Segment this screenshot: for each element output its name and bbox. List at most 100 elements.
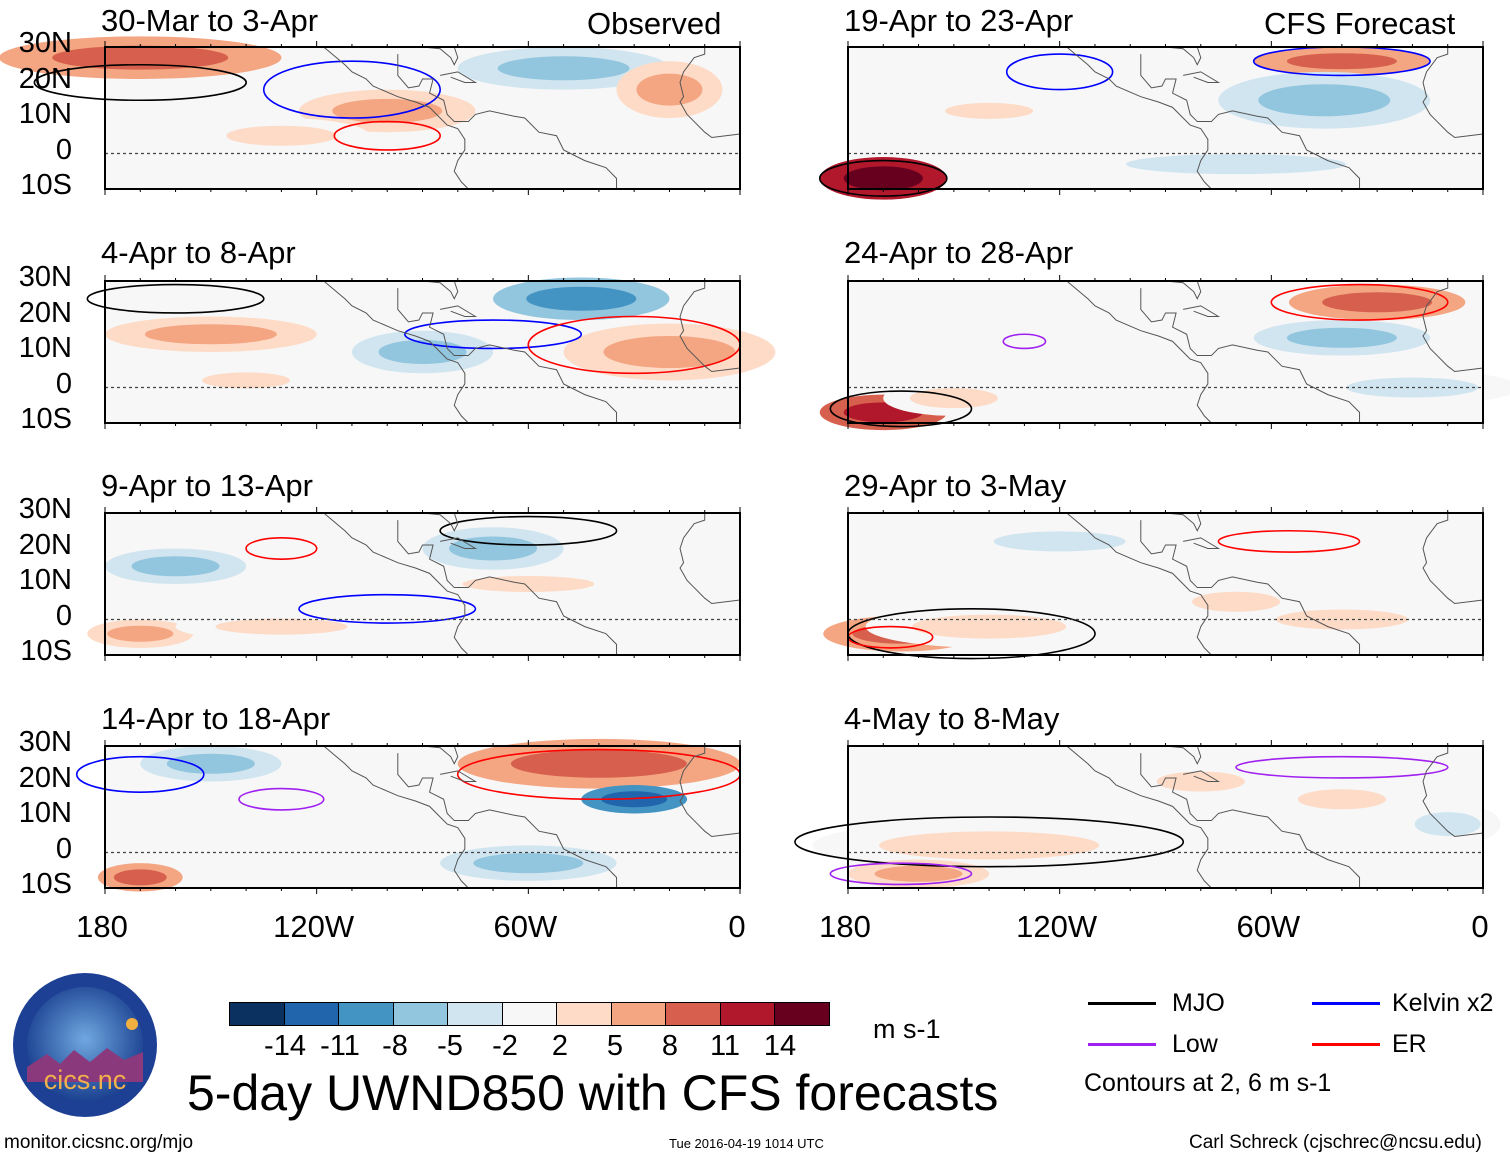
anomaly-shading — [422, 527, 564, 570]
coastline — [323, 46, 469, 190]
anomaly-shading — [1271, 781, 1413, 817]
lat-label: 0 — [55, 599, 72, 632]
contour-line — [818, 159, 948, 197]
anomaly-shading — [104, 316, 317, 352]
coastline — [1140, 288, 1361, 423]
colorbar-tick-label: 14 — [763, 1030, 797, 1062]
coastline — [1183, 537, 1221, 549]
legend-er-line — [1312, 1043, 1380, 1046]
coastline — [1140, 520, 1361, 655]
colorbar-tick-label: 5 — [606, 1030, 624, 1062]
coastline — [1066, 46, 1212, 190]
anomaly-shading — [1253, 320, 1431, 356]
coastline — [1140, 54, 1361, 189]
coastline — [422, 46, 459, 66]
coastline — [679, 47, 741, 139]
colorbar-swatch — [502, 1003, 557, 1025]
anomaly-shading — [175, 612, 388, 641]
panel-title: 29-Apr to 3-May — [844, 468, 1067, 503]
colorbar-tick-label: 8 — [661, 1030, 679, 1062]
lon-label: 180 — [819, 909, 871, 944]
contour-line — [333, 120, 441, 151]
cics-logo: cics.nc — [12, 972, 158, 1118]
coastline — [397, 753, 618, 888]
lat-label: 0 — [55, 133, 72, 166]
anomaly-shading — [97, 863, 183, 892]
forecast-label: CFS Forecast — [1264, 6, 1456, 41]
legend-low-label: Low — [1172, 1030, 1218, 1058]
contour-line — [33, 63, 247, 102]
anomaly-shading — [1253, 47, 1431, 76]
anomaly-shading — [493, 277, 670, 321]
anomaly-shading — [865, 605, 1113, 648]
lon-label: 180 — [76, 909, 128, 944]
colorbar-tick-label: 2 — [551, 1030, 569, 1062]
coastline — [440, 537, 478, 549]
anomaly-shading — [440, 845, 617, 881]
colorbar-units: m s-1 — [873, 1014, 941, 1044]
lat-label: 30N — [18, 261, 72, 293]
contours-note: Contours at 2, 6 m s-1 — [1084, 1069, 1332, 1097]
colorbar-swatch — [775, 1003, 829, 1025]
coastline — [1183, 770, 1221, 782]
lat-label: 0 — [55, 367, 72, 400]
contour-line — [794, 816, 1185, 868]
map-panel — [794, 740, 1501, 894]
colorbar-swatch — [448, 1003, 503, 1025]
coastline — [679, 513, 741, 605]
coastline — [679, 281, 741, 373]
lat-label: 30N — [18, 493, 72, 525]
lon-label: 120W — [273, 909, 355, 944]
anomaly-shading — [616, 61, 723, 118]
footer-credit: Carl Schreck (cjschrec@ncsu.edu) — [1189, 1132, 1482, 1153]
lat-label: 10N — [18, 797, 72, 829]
colorbar-swatch — [393, 1003, 448, 1025]
map-plot — [823, 507, 1484, 661]
legend-mjo-label: MJO — [1172, 989, 1225, 1017]
contour-line — [262, 60, 441, 119]
coastline — [323, 745, 469, 889]
map-plot — [819, 275, 1510, 431]
panel-title: 19-Apr to 23-Apr — [844, 3, 1074, 38]
lat-label: 0 — [55, 832, 72, 865]
coastline — [323, 512, 469, 656]
lat-label: 30N — [18, 27, 72, 59]
lat-label: 10S — [20, 169, 72, 201]
coastline — [397, 54, 618, 189]
map-plot — [87, 507, 741, 661]
anomaly-shading — [457, 738, 741, 789]
map-plot — [794, 740, 1501, 894]
legend-kelvin-line — [1312, 1002, 1380, 1005]
anomaly-shading — [457, 47, 670, 90]
lat-label: 20N — [18, 761, 72, 794]
colorbar — [229, 1002, 830, 1026]
lon-label: 0 — [728, 909, 746, 944]
colorbar-tick-label: -8 — [382, 1030, 408, 1062]
map-plot — [0, 36, 741, 195]
footer-url: monitor.cicsnc.org/mjo — [4, 1132, 194, 1153]
coastline — [1066, 745, 1212, 889]
panel-title: 9-Apr to 13-Apr — [101, 468, 313, 503]
contour-line — [298, 593, 477, 624]
colorbar-swatch — [611, 1003, 666, 1025]
contour-line — [1002, 333, 1047, 350]
anomaly-shading — [1130, 763, 1272, 800]
coastline — [1183, 71, 1221, 83]
colorbar-swatch — [720, 1003, 775, 1025]
coastline — [1066, 512, 1212, 656]
colorbar-swatch — [666, 1003, 721, 1025]
anomaly-shading — [953, 523, 1166, 560]
coastline — [1165, 745, 1202, 765]
colorbar-tick-label: -5 — [437, 1030, 463, 1062]
coastline — [1066, 280, 1212, 424]
lat-label: 20N — [18, 62, 72, 95]
main-title: 5-day UWND850 with CFS forecasts — [187, 1065, 999, 1121]
panel-title: 30-Mar to 3-Apr — [101, 3, 319, 38]
coastline — [1165, 280, 1202, 300]
contour-line — [1270, 283, 1449, 321]
lat-label: 10S — [20, 403, 72, 435]
legend-mjo-line — [1088, 1002, 1156, 1005]
lat-label: 10N — [18, 564, 72, 596]
lon-label: 60W — [1236, 909, 1301, 944]
